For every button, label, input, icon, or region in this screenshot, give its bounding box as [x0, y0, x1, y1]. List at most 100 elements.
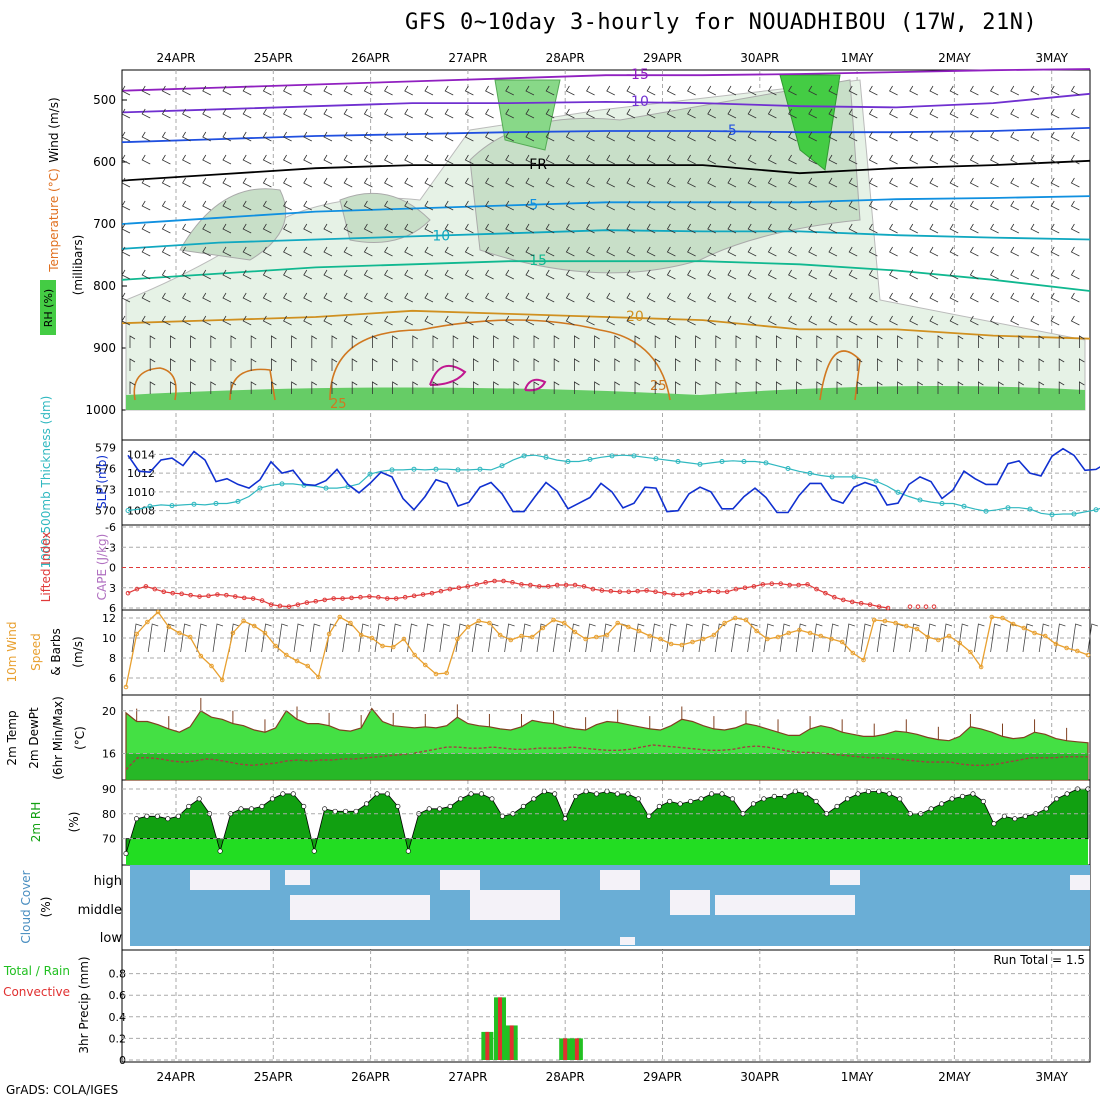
- wind-barb: [161, 154, 171, 165]
- thickness-point: [235, 498, 241, 504]
- wind-barb: [323, 223, 333, 234]
- wind-barb: [796, 335, 802, 348]
- wind-barb: [868, 154, 878, 165]
- wind-barb: [666, 131, 676, 142]
- rh-point: [939, 801, 945, 807]
- wind-barb: [525, 292, 535, 303]
- wind-barb: [586, 131, 595, 142]
- wind-speed-point: [476, 618, 482, 624]
- wind-barb: [666, 200, 676, 211]
- wind-barb: [505, 200, 514, 211]
- thickness-point: [851, 474, 857, 480]
- wind-barb: [129, 381, 136, 394]
- wind-barb: [404, 292, 413, 303]
- lifted-index-point: [796, 582, 801, 588]
- wind-barb: [283, 108, 292, 119]
- wind-barb: [816, 381, 823, 394]
- wind-barb: [808, 177, 817, 188]
- wind-barb: [222, 223, 232, 234]
- thickness-point: [1071, 511, 1077, 517]
- slp-tick-label: 1014: [127, 448, 155, 461]
- wind-barb: [444, 246, 454, 257]
- wind-barb: [868, 108, 878, 119]
- chart-title: GFS 0~10day 3-hourly for NOUADHIBOU (17W…: [405, 10, 1038, 35]
- date-label-bottom: 29APR: [643, 1070, 682, 1084]
- wind-barb: [565, 177, 575, 188]
- wind-barb: [788, 108, 797, 119]
- thickness-line: [127, 454, 1100, 516]
- slp-line: [127, 447, 1100, 514]
- wind-barb: [969, 292, 979, 303]
- wind-speed-point: [743, 617, 749, 623]
- wind-barb: [767, 246, 777, 257]
- wind-speed-point: [487, 620, 492, 626]
- panel-frame: [121, 439, 1091, 526]
- wind-barb: [545, 85, 555, 96]
- wind-barb: [372, 358, 378, 371]
- wind-barb: [1030, 246, 1040, 257]
- wind-barb: [444, 108, 454, 119]
- wind-barb: [182, 292, 191, 303]
- wind-speed-point: [284, 652, 289, 658]
- wind-barb: [707, 154, 716, 165]
- lifted-index-point: [724, 589, 730, 595]
- wind-barb: [129, 335, 136, 348]
- wind-barb: [594, 358, 600, 371]
- wind-barb: [121, 154, 131, 165]
- wind-barb: [424, 131, 434, 142]
- rh-point: [1054, 796, 1060, 802]
- wind-barb: [323, 108, 333, 119]
- wind-barb: [747, 131, 757, 142]
- wind-barb: [190, 335, 196, 348]
- wind-barb: [707, 315, 716, 326]
- lifted-index-point: [143, 584, 149, 589]
- wind-barb: [493, 358, 499, 371]
- wind-barb: [1050, 315, 1060, 326]
- cloud-level-label: middle: [78, 903, 122, 918]
- wind-barb: [424, 154, 434, 165]
- lifted-index-point: [769, 581, 775, 587]
- wind-barb: [990, 85, 999, 96]
- thickness-tick-label: 576: [95, 463, 116, 476]
- wind-barb-10m: [828, 623, 839, 653]
- thickness-point: [939, 501, 945, 506]
- lifted-index-point: [931, 604, 937, 609]
- lifted-index-point: [572, 582, 578, 588]
- lifted-index-tick-label: -6: [105, 521, 116, 534]
- wind-barb: [545, 246, 555, 257]
- lifted-index-point: [778, 581, 784, 587]
- lifted-index-point: [697, 589, 703, 595]
- lifted-index-point: [876, 604, 882, 609]
- wind-barb: [545, 223, 555, 234]
- wind-barb: [565, 108, 575, 119]
- wind-barb: [291, 335, 297, 348]
- rh-point: [301, 803, 307, 809]
- wind-barb: [969, 269, 979, 280]
- axis-label-lifted-index: Lifted Index: [39, 532, 53, 603]
- wind-barb: [242, 85, 252, 96]
- wind-speed-point: [1021, 625, 1027, 631]
- wind-barb: [788, 292, 797, 303]
- wind-speed-point: [722, 620, 727, 626]
- precip-tick-label: 0.6: [109, 989, 127, 1002]
- isotherm-30: [429, 364, 467, 386]
- wind-barb: [141, 154, 151, 165]
- wind-barb: [707, 292, 716, 303]
- wind-barb: [464, 177, 474, 188]
- rh-point: [991, 821, 997, 827]
- lifted-index-point: [653, 589, 658, 595]
- wind-barb: [1030, 223, 1040, 234]
- wind-barb: [687, 292, 696, 303]
- axis-label-2m-rh: 2m RH: [29, 802, 43, 843]
- wind-barb: [687, 177, 696, 188]
- thickness-point: [895, 489, 901, 495]
- wind-barb: [384, 85, 393, 96]
- wind-barb: [788, 223, 797, 234]
- wind-barb: [161, 177, 171, 188]
- wind-barb: [545, 131, 555, 142]
- wind-barb: [182, 315, 191, 326]
- wind-barb: [351, 381, 358, 394]
- wind-speed-point: [594, 634, 599, 640]
- wind-barb: [897, 358, 903, 371]
- wind-barb: [868, 223, 878, 234]
